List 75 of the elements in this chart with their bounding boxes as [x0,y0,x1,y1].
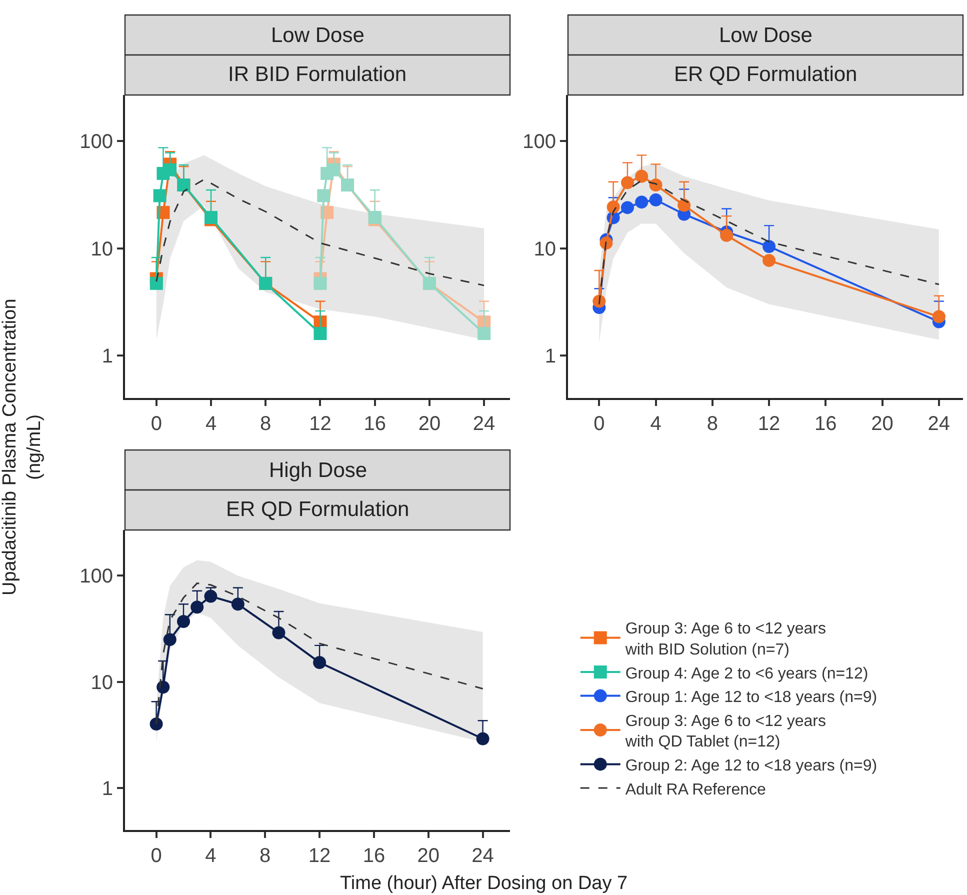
point [150,717,163,730]
chart-title: Low Dose [271,24,364,47]
legend-label: Group 2: Age 12 to <18 years (n=9) [625,757,878,774]
point [649,193,662,206]
y-tick-label: 100 [80,566,113,588]
y-tick-label: 1 [102,778,113,800]
point [314,327,327,340]
y-tick-label: 10 [90,672,113,694]
x-tick-label: 8 [706,413,718,435]
point [163,633,176,646]
point [678,198,691,212]
chart-subtitle: ER QD Formulation [226,498,410,521]
point [476,732,490,746]
x-tick-label: 12 [309,413,332,435]
chart-title: Low Dose [719,24,812,47]
point [164,163,177,176]
x-tick-label: 0 [150,845,162,867]
point [153,189,166,202]
point [313,656,326,669]
point [720,228,734,242]
y-tick-label: 10 [534,238,556,260]
point [317,189,330,202]
point [635,170,648,183]
point [204,590,218,603]
legend-label: Group 1: Age 12 to <18 years (n=9) [625,689,878,706]
legend-label: Group 4: Age 2 to <6 years (n=12) [625,665,868,682]
point [606,200,620,214]
point [368,210,382,224]
y-tick-label: 1 [544,345,556,368]
point [592,294,606,308]
point [156,680,170,694]
x-axis-title: Time (hour) After Dosing on Day 7 [340,873,628,894]
point [762,240,776,253]
x-tick-label: 16 [362,845,386,867]
x-tick-label: 4 [205,413,217,435]
y-tick-label: 10 [90,238,113,260]
chart-title: High Dose [269,459,368,482]
x-tick-label: 4 [650,413,662,435]
chart-subtitle: ER QD Formulation [674,63,858,86]
x-tick-label: 20 [417,845,440,867]
x-tick-label: 0 [594,413,605,435]
x-tick-label: 24 [472,413,496,435]
x-tick-label: 12 [758,413,780,435]
point [620,201,634,214]
point [190,600,204,614]
y-tick-label: 100 [80,131,113,154]
x-tick-label: 24 [928,413,950,435]
x-tick-label: 16 [364,413,386,435]
y-axis-title: Upadacitinib Plasma Concentration (ng/mL) [0,298,46,596]
point [620,176,634,190]
point [204,210,218,224]
y-tick-label: 100 [522,131,556,154]
legend-label: Adult RA Reference [625,781,766,798]
point [327,163,340,176]
y-tick-label: 1 [102,345,113,368]
x-tick-label: 20 [418,413,441,435]
point [272,626,286,640]
point [600,236,613,250]
x-tick-label: 8 [260,845,271,867]
x-tick-label: 4 [205,845,216,867]
x-tick-label: 0 [150,413,162,435]
x-tick-label: 20 [871,413,894,435]
x-tick-label: 8 [260,413,272,435]
x-tick-label: 12 [308,845,331,867]
point [478,327,491,340]
x-tick-label: 16 [814,413,837,435]
point [932,310,946,324]
chart-subtitle: IR BID Formulation [228,63,407,86]
point [635,196,648,209]
point [177,615,190,628]
legend-label: Group 3: Age 6 to <12 years with BID Solution (n=7) [624,620,826,658]
point [649,178,662,192]
legend-label: Group 3: Age 6 to <12 years with QD Tablet (n=12) [624,712,826,751]
point [762,254,776,267]
x-tick-label: 24 [472,845,494,867]
